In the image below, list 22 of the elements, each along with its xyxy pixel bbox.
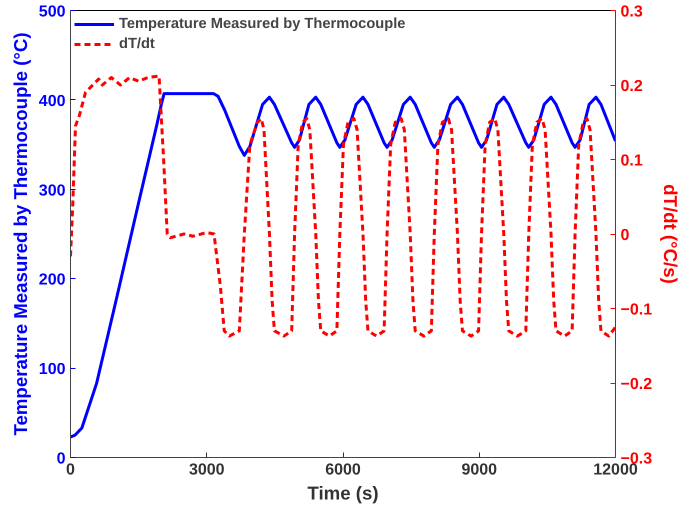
y-axis-title: Temperature Measured by Thermocouple (°C)	[10, 32, 31, 436]
y-tick-label: 200	[38, 272, 66, 289]
y2-tick-label: 0.1	[620, 152, 643, 170]
legend-label: dT/dt	[119, 36, 155, 52]
x-tick-label: 3000	[188, 462, 225, 478]
x-axis-title: Time (s)	[307, 482, 379, 504]
y-tick-label: 100	[38, 361, 66, 378]
y2-tick-label: 0	[620, 227, 630, 244]
y-tick-label: 500	[38, 4, 66, 20]
y2-tick-label: 0.3	[620, 4, 643, 20]
x-tick-label: 6000	[325, 462, 361, 478]
y2-axis-title: dT/dt (°C/s)	[660, 184, 682, 284]
y2-tick-label: −0.1	[620, 302, 652, 318]
legend-label: Temperature Measured by Thermocouple	[119, 16, 406, 32]
y2-tick-label: 0.2	[620, 78, 643, 95]
x-tick-label: 9000	[461, 462, 498, 478]
line-series	[70, 74, 616, 338]
y-tick-label: 0	[56, 450, 66, 468]
y2-tick-label: −0.2	[620, 376, 652, 393]
y-tick-label: 300	[38, 182, 66, 200]
line-series	[70, 92, 616, 438]
y-tick-label: 400	[38, 92, 66, 110]
